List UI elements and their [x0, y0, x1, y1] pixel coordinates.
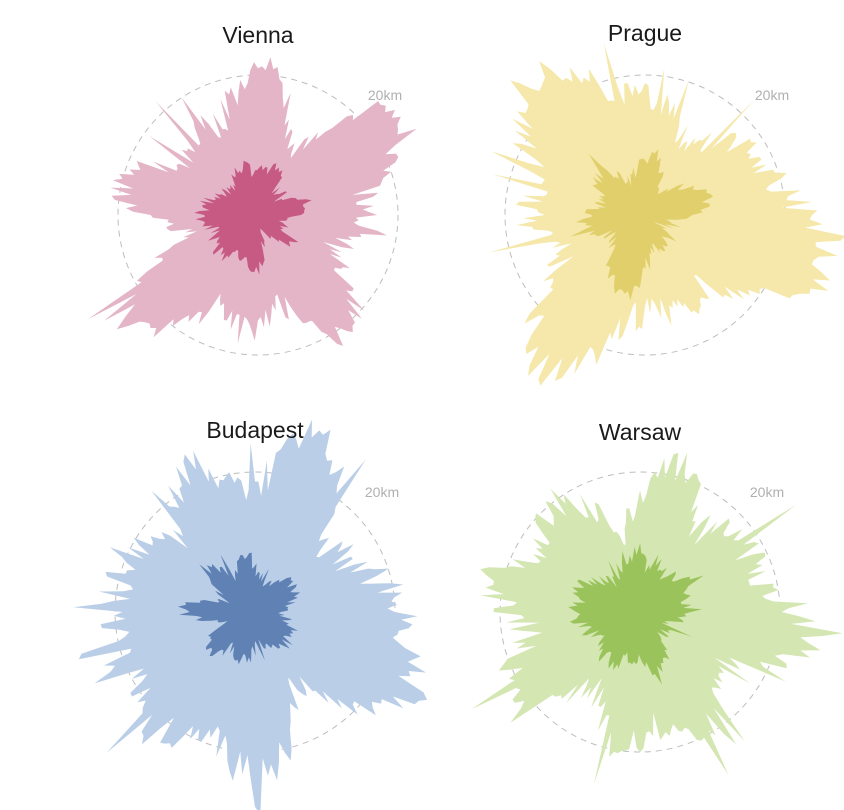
urban-core — [570, 149, 714, 301]
scale-label: 20km — [755, 87, 789, 103]
city-panel: Vienna 20km — [87, 22, 417, 356]
scale-label: 20km — [365, 484, 399, 500]
radius-ring — [114, 471, 396, 753]
city-title: Prague — [608, 20, 682, 46]
city-title: Warsaw — [599, 419, 682, 445]
scale-label: 20km — [368, 87, 402, 103]
urban-core — [194, 160, 312, 275]
urban-core — [568, 543, 704, 685]
city-panel: Prague 20km — [488, 20, 844, 386]
city-panel: Budapest 20km — [73, 417, 428, 810]
city-panel: Warsaw 20km — [471, 419, 843, 785]
city-title: Vienna — [222, 22, 293, 48]
city-title: Budapest — [206, 417, 304, 443]
radius-ring — [117, 74, 399, 356]
urban-core — [178, 552, 301, 665]
scale-label: 20km — [750, 484, 784, 500]
